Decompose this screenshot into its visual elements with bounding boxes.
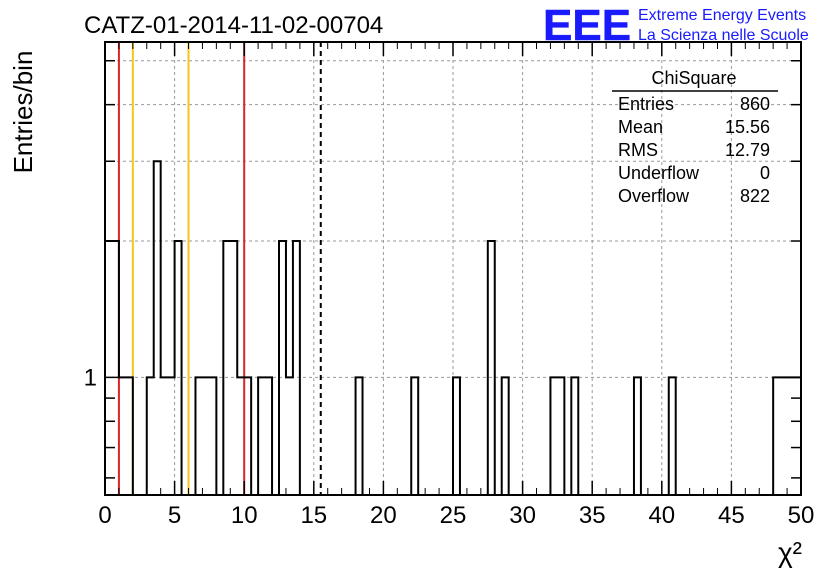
histogram-bin (223, 241, 230, 495)
histogram-bin (195, 377, 202, 495)
histogram-bin (669, 377, 676, 495)
histogram-bin (147, 377, 154, 495)
histogram-bin (154, 161, 161, 495)
x-tick-label: 15 (300, 502, 327, 529)
logo-line-2: La Scienza nelle Scuole (638, 27, 809, 44)
x-tick-label: 10 (231, 502, 258, 529)
stats-value: 15.56 (725, 117, 770, 137)
stats-value: 0 (760, 163, 770, 183)
axis-ticks: 0 5 10 15 20 25 30 35 40 45 50 1 (84, 42, 815, 529)
histogram-bin (356, 377, 363, 495)
histogram-bin (119, 377, 126, 495)
stats-box: ChiSquare Entries 860 Mean 15.56 RMS 12.79 Und… (612, 68, 778, 206)
histogram-bin (279, 241, 286, 495)
histogram-bin (112, 241, 119, 495)
histogram-bin (502, 377, 509, 495)
histogram-bin (258, 377, 265, 495)
x-tick-label: 0 (98, 502, 111, 529)
stats-label: RMS (618, 140, 658, 160)
histogram-bin (286, 377, 293, 495)
histogram-bin (634, 377, 641, 495)
histogram-bin (293, 241, 300, 495)
stats-value: 822 (740, 186, 770, 206)
histogram-bin (550, 377, 557, 495)
stats-label: Underflow (618, 163, 700, 183)
stats-label: Overflow (618, 186, 690, 206)
logo-mark: EEE (543, 1, 631, 50)
histogram-bin (557, 377, 564, 495)
histogram-bin (175, 241, 182, 495)
histogram-bin (773, 377, 780, 495)
stats-label: Mean (618, 117, 663, 137)
x-tick-label: 40 (648, 502, 675, 529)
histogram-bin (571, 377, 578, 495)
histogram-bin (161, 377, 168, 495)
x-tick-label: 30 (509, 502, 536, 529)
histogram-bin (453, 377, 460, 495)
stats-value: 12.79 (725, 140, 770, 160)
histogram-bin (105, 241, 112, 495)
x-tick-label: 50 (788, 502, 815, 529)
histogram-bin (126, 377, 133, 495)
histogram-bin (202, 377, 209, 495)
y-tick-label: 1 (84, 364, 97, 391)
stats-label: Entries (618, 94, 674, 114)
stats-rows: Entries 860 Mean 15.56 RMS 12.79 Underflow 0 Ove… (618, 94, 770, 206)
stats-value: 860 (740, 94, 770, 114)
histogram-bin (488, 241, 495, 495)
histogram-bin (237, 377, 244, 495)
x-tick-label: 25 (440, 502, 467, 529)
chart-title: CATZ-01-2014-11-02-00704 (84, 12, 383, 39)
x-axis-label: χ² (778, 537, 802, 568)
histogram-bin (209, 377, 216, 495)
histogram-bin (780, 377, 787, 495)
y-axis-label: Entries/bin (8, 51, 38, 174)
histogram-bin (230, 241, 237, 495)
x-tick-label: 35 (579, 502, 606, 529)
x-tick-label: 45 (718, 502, 745, 529)
histogram-bin (265, 377, 272, 495)
histogram-bin (244, 377, 251, 495)
x-tick-label: 20 (370, 502, 397, 529)
stats-title: ChiSquare (651, 68, 736, 88)
eee-logo: EEE Extreme Energy Events La Scienza nel… (543, 1, 809, 51)
histogram-bin (168, 377, 175, 495)
logo-line-1: Extreme Energy Events (638, 7, 806, 24)
histogram-bin (411, 377, 418, 495)
x-tick-label: 5 (168, 502, 181, 529)
